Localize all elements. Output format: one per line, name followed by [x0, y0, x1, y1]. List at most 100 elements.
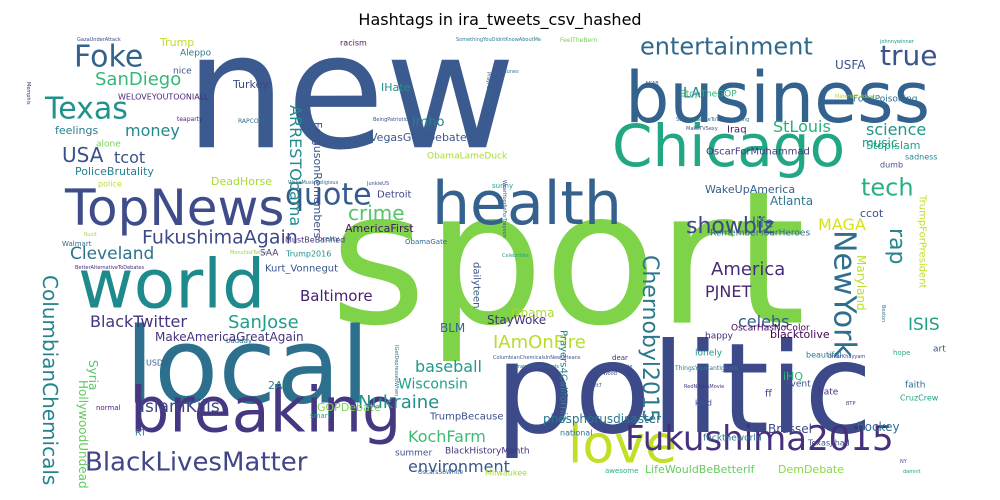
word-hockey: hockey — [857, 420, 900, 434]
word-blacktolive: blacktolive — [770, 328, 830, 341]
word-islamkills: IslamKills — [140, 397, 220, 417]
word-beingpatriotic: BeingPatriotic — [373, 117, 408, 123]
word-sanjose: SanJose — [228, 312, 299, 333]
word-milwaukee: Milwaukee — [485, 469, 527, 478]
word-arrestobama: ARRESTObama — [286, 105, 305, 226]
word-usa: USA — [62, 143, 104, 167]
word-obama: Obama — [511, 306, 554, 320]
word-kind: kind — [695, 399, 712, 408]
word-topnews: TopNews — [64, 179, 284, 237]
word-2a: 2A — [268, 379, 283, 392]
word-maryland: Maryland — [854, 255, 868, 311]
word-feelings: feelings — [55, 124, 98, 137]
word-vault7: Vault7 — [586, 383, 602, 389]
word-hope: hope — [893, 349, 910, 357]
word-junkieus: JunkieUS — [366, 181, 389, 187]
word-awesome: awesome — [605, 467, 638, 475]
word-blm: BLM — [440, 321, 465, 335]
word-breaking: breaking — [130, 373, 401, 446]
word-policebrutality: PoliceBrutality — [75, 165, 154, 178]
word-trump: Trump — [159, 36, 194, 49]
word-ff: ff — [765, 388, 773, 399]
word-rap: rap — [884, 228, 909, 265]
word-celebs: celebs — [738, 312, 789, 331]
word-staywoke: StayWoke — [487, 313, 546, 327]
word-environment: environment — [408, 457, 510, 476]
word-igetdepressedwhen: IGetDepressedWhen — [393, 345, 399, 396]
word-business: business — [625, 57, 930, 139]
word-happy: happy — [705, 332, 734, 342]
word-betteralternativetodebates: BetterAlternativeToDebates — [75, 265, 144, 271]
word-alone: alone — [96, 140, 121, 150]
word-true: true — [880, 39, 937, 72]
word-chernobyl2015: Chernobyl2015 — [637, 255, 662, 423]
word-brussel: Brussel — [768, 422, 812, 436]
word-nytimes: NYTimes — [735, 375, 741, 397]
word-detroit: Detroit — [377, 189, 412, 200]
word-fergusonremembers: FergusonRemembers — [311, 122, 324, 239]
word-hate: hate — [818, 388, 839, 398]
word-pjnet: PJNET — [705, 282, 751, 301]
word-feelthebern: FeelTheBern — [560, 37, 598, 44]
word-stopthegop: StopTheGOP — [680, 90, 737, 100]
word-kochfarm: KochFarm — [408, 427, 486, 446]
word-walmart: Walmart — [62, 240, 92, 248]
word-redneckamovie: RedNeckAMovie — [684, 384, 724, 390]
word-ruxit: Ruxit — [84, 232, 97, 238]
word-saa: SAA — [260, 249, 279, 259]
word-fukushima2015: Fukushima2015 — [625, 419, 894, 459]
word-love: love — [568, 416, 677, 476]
word-entertainment: entertainment — [640, 33, 813, 61]
word-ihate: IHate — [381, 81, 411, 94]
word-sunny: sunny — [492, 182, 513, 190]
word-police: police — [98, 180, 122, 189]
word-mustbebanned: MustBeBanned — [285, 236, 345, 245]
word-world: world — [78, 246, 265, 325]
word-teaparty: teaparty — [177, 116, 203, 123]
word-celebrities: Celebrities — [502, 253, 529, 259]
word-obamalameduck: ObamaLameDuck — [427, 152, 508, 162]
word-columbianchemicalsinneworleans: ColumbianChemicalsInNewOrleans — [493, 355, 581, 361]
word-monuhisttwitter: MonuhistTwitter — [230, 250, 271, 256]
word-crime: crime — [348, 201, 405, 225]
word-iraq: Iraq — [727, 124, 747, 135]
word-texasjihad: TexasJihad — [807, 439, 850, 448]
word-tcot: tcot — [114, 148, 145, 167]
word-survivalguidetothanksgiving: SurvivalGuideToThanksgiving — [676, 117, 749, 123]
word-dailyteen: dailyteen — [471, 262, 482, 309]
word-art: art — [933, 345, 946, 355]
word-boston: Boston — [880, 305, 886, 322]
word-americafirst: AmericaFirst — [345, 222, 414, 235]
word-deadhorse: DeadHorse — [211, 175, 272, 188]
word-fucktheworld: fucktheworld — [703, 434, 762, 444]
word-quote: quote — [285, 178, 372, 213]
word-rapcore: RAPCORE — [238, 118, 267, 125]
chart-title: Hashtags in ira_tweets_csv_hashed — [358, 10, 642, 29]
word-health: health — [432, 169, 622, 239]
word-dear: dear — [612, 354, 628, 362]
word-normal: normal — [96, 404, 121, 412]
word-prayfortrayvon: PrayForTrayvon — [485, 72, 491, 110]
word-imho: imho — [412, 115, 445, 130]
word-lifewouldbebetterif: LifeWouldBeBetterIf — [645, 463, 756, 476]
word-showbiz: showbiz — [686, 214, 774, 239]
word-tech: tech — [861, 174, 914, 202]
word-sandiego: SanDiego — [95, 69, 181, 90]
word-ihq: iHQ — [783, 370, 803, 383]
word-usfa: USFA — [835, 58, 866, 72]
word-oscarhasnocolor: OscarHasNoColor — [731, 324, 810, 334]
word-wood: Wood — [603, 371, 617, 377]
word-nice: nice — [173, 67, 192, 77]
word-acab: ACAB — [645, 81, 659, 87]
word-nukraine: Nukraine — [358, 392, 439, 413]
word-isis: ISIS — [908, 315, 940, 335]
word-science: science — [866, 120, 926, 139]
word-demdebate: DemDebate — [778, 463, 844, 476]
word-cruzcrew: CruzCrew — [900, 394, 939, 403]
word-gopdebate: GOPDebate — [317, 401, 381, 414]
word-newyork: NewYork — [826, 230, 861, 358]
word-badday: badday — [226, 337, 252, 345]
word-music: music — [862, 136, 897, 150]
word-itunes: iTunes — [503, 69, 519, 75]
